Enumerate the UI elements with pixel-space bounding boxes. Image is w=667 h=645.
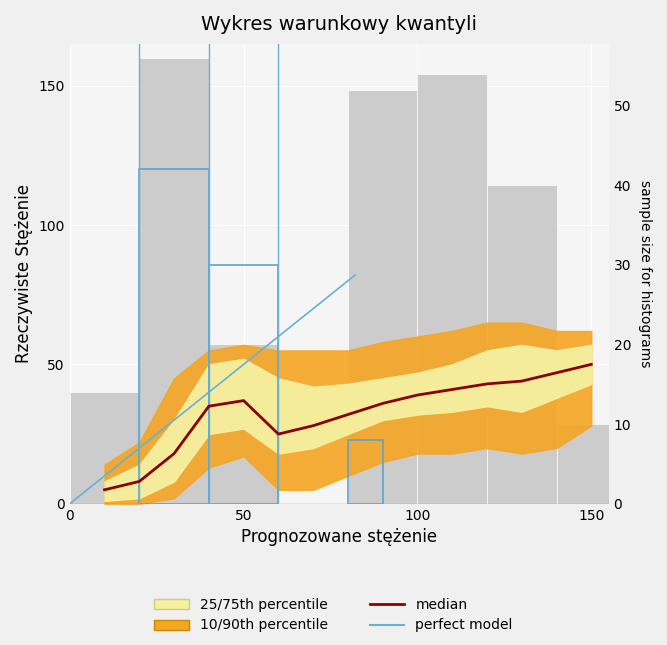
- Bar: [70, 392, 139, 504]
- Y-axis label: Rzeczywiste Stężenie: Rzeczywiste Stężenie: [15, 184, 33, 363]
- Bar: [487, 185, 556, 504]
- Bar: [348, 440, 383, 504]
- Y-axis label: sample size for histograms: sample size for histograms: [638, 180, 652, 368]
- Bar: [209, 265, 278, 504]
- Bar: [348, 90, 418, 504]
- Bar: [418, 74, 487, 504]
- Bar: [556, 424, 609, 504]
- Bar: [139, 169, 209, 504]
- Bar: [209, 344, 278, 504]
- Legend: 25/75th percentile, 10/90th percentile, median, perfect model: 25/75th percentile, 10/90th percentile, …: [149, 592, 518, 638]
- Title: Wykres warunkowy kwantyli: Wykres warunkowy kwantyli: [201, 15, 477, 34]
- X-axis label: Prognozowane stężenie: Prognozowane stężenie: [241, 528, 438, 546]
- Bar: [139, 58, 209, 504]
